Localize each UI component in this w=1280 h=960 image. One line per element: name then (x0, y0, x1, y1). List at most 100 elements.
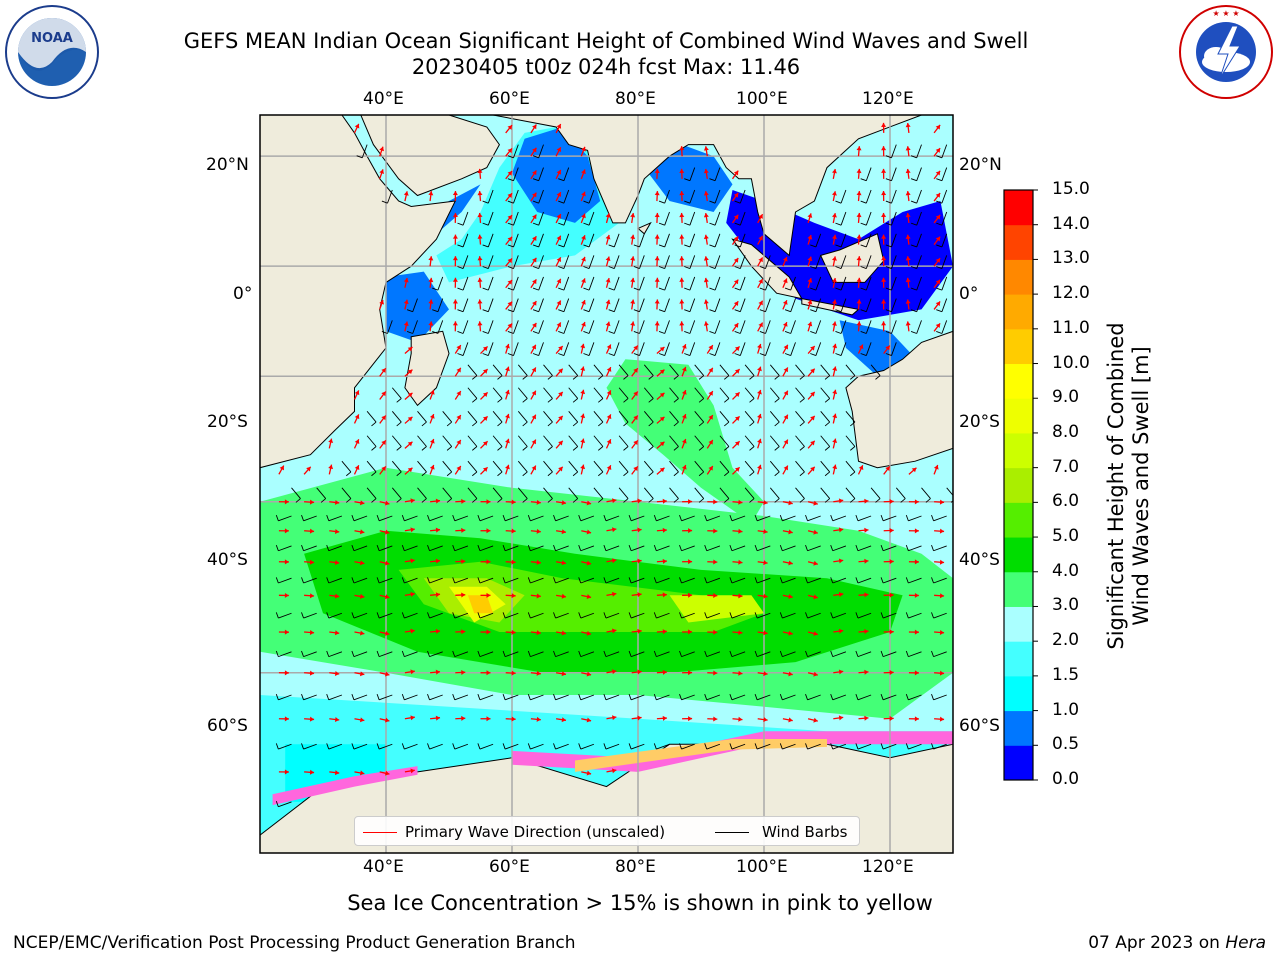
wind-barb (820, 411, 831, 427)
wave-direction-arrow (707, 559, 718, 565)
wind-barb (502, 544, 519, 552)
colorbar-tick-label: 0.5 (1052, 734, 1080, 755)
wind-barb (492, 364, 503, 380)
wind-barb (830, 612, 847, 619)
wind-barb (568, 364, 579, 380)
wave-direction-arrow (605, 234, 611, 245)
wave-direction-arrow (452, 256, 458, 267)
top-lon-tick: 80°E (615, 89, 656, 109)
wave-direction-arrow (682, 528, 693, 534)
wind-barb (608, 298, 620, 313)
wave-direction-arrow (681, 464, 687, 475)
wind-barb (860, 342, 872, 356)
wave-direction-arrow (379, 770, 390, 776)
wave-direction-arrow (329, 716, 340, 722)
wind-barb (709, 167, 721, 182)
wind-barb (558, 167, 570, 182)
wave-direction-arrow (656, 346, 665, 355)
wave-direction-arrow (480, 559, 491, 565)
wave-direction-arrow (328, 464, 334, 475)
wave-direction-arrow (555, 191, 562, 202)
wave-direction-arrow (807, 529, 818, 535)
wave-direction-arrow (732, 346, 741, 354)
wave-direction-arrow (404, 558, 415, 564)
wind-barb (835, 320, 847, 334)
wind-barb (684, 298, 696, 313)
wave-direction-arrow (905, 191, 911, 202)
wave-direction-arrow (505, 147, 513, 157)
wave-direction-arrow (707, 593, 718, 599)
wind-barb (795, 411, 805, 427)
wind-barb (684, 276, 696, 291)
wave-direction-arrow (934, 499, 945, 505)
wave-direction-arrow (429, 389, 435, 400)
wave-direction-arrow (856, 234, 862, 245)
wave-direction-arrow (530, 670, 541, 676)
wind-barb (618, 460, 629, 477)
wave-direction-arrow (703, 146, 709, 157)
wave-direction-arrow (782, 321, 788, 332)
wind-barb (835, 342, 847, 356)
wind-barb (628, 612, 645, 619)
wave-direction-arrow (480, 466, 489, 475)
wave-direction-arrow (679, 212, 685, 223)
wave-direction-arrow (679, 256, 685, 267)
bottom-lon-tick: 80°E (615, 857, 656, 877)
wind-barb (855, 693, 872, 701)
wind-barb (532, 320, 544, 334)
wind-barb (326, 612, 343, 619)
wind-barb (391, 435, 402, 451)
wind-barb (734, 276, 746, 291)
wind-barb (452, 612, 469, 619)
wind-barb (684, 320, 696, 334)
wave-direction-arrow (304, 528, 315, 534)
wave-direction-arrow (580, 146, 586, 157)
wind-barb (653, 544, 670, 552)
wind-barb (578, 612, 595, 619)
wave-direction-arrow (782, 278, 788, 289)
wave-direction-arrow (631, 592, 642, 598)
wind-barbs-legend-label: Wind Barbs (762, 823, 848, 841)
wind-barb (820, 487, 831, 503)
wind-barb (275, 612, 292, 619)
wave-direction-arrow (679, 146, 685, 157)
wind-barb (527, 577, 544, 584)
wave-direction-arrow (681, 389, 687, 400)
wave-direction-arrow (404, 527, 415, 533)
wind-barb (885, 144, 897, 159)
wave-direction-arrow (630, 234, 636, 245)
wave-direction-arrow (581, 529, 592, 535)
wave-direction-arrow (933, 170, 941, 180)
wind-barb (608, 342, 620, 356)
wave-direction-arrow (856, 321, 862, 332)
wind-barb (457, 233, 469, 248)
wave-direction-arrow (454, 465, 462, 475)
wind-barb (432, 320, 444, 334)
wave-direction-arrow (703, 256, 709, 267)
wind-barb (669, 487, 679, 503)
wind-barb (603, 577, 620, 584)
wind-barb (568, 435, 579, 451)
colorbar-segment (1004, 745, 1033, 781)
wind-barb (719, 460, 730, 477)
colorbar-segment (1004, 398, 1033, 434)
wind-barb (618, 487, 629, 503)
wind-barb (578, 693, 595, 701)
wave-direction-arrow (605, 321, 611, 332)
colorbar-tick-label: 11.0 (1052, 317, 1090, 338)
wind-barb (477, 612, 494, 619)
wave-direction-arrow (455, 715, 466, 721)
wind-barb (880, 693, 897, 701)
wave-direction-arrow (908, 670, 919, 676)
wind-barb (779, 544, 796, 552)
sri-lanka (637, 221, 652, 235)
wind-barb (351, 612, 368, 619)
wind-barb (754, 577, 771, 584)
wind-barb (810, 233, 822, 248)
wind-barb (532, 189, 544, 204)
wind-barb (532, 211, 544, 226)
wind-barb (351, 577, 368, 584)
wind-barb (583, 342, 595, 356)
map-legend: Primary Wave Direction (unscaled) Wind B… (354, 816, 860, 846)
wind-barb (845, 460, 856, 477)
